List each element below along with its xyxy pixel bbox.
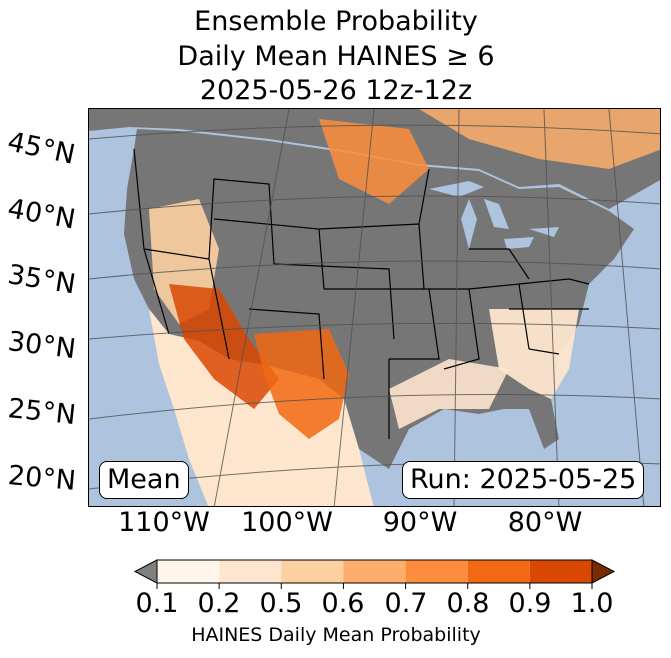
usa-land xyxy=(124,129,634,469)
cb-tick-1: 0.2 xyxy=(197,588,241,619)
colorbar-segment-2 xyxy=(281,560,344,583)
colorbar-label: HAINES Daily Mean Probability xyxy=(191,624,481,646)
great-lakes xyxy=(429,181,559,249)
stat-label-box: Mean xyxy=(99,461,189,499)
colorbar-segment-4 xyxy=(405,560,468,583)
colorbar-over-triangle xyxy=(591,559,616,584)
cb-tick-3: 0.6 xyxy=(321,588,365,619)
colorbar-under-triangle xyxy=(133,559,158,584)
canada-shading xyxy=(419,109,660,169)
gulf-coast-shading xyxy=(389,359,509,429)
colorbar-segment-3 xyxy=(343,560,406,583)
map-panel: Mean Run: 2025-05-25 xyxy=(88,108,661,507)
colorbar-outline xyxy=(156,559,593,584)
southwest-desert-shading xyxy=(169,284,279,409)
title-line-1: Ensemble Probability xyxy=(194,6,478,37)
cb-tick-2: 0.5 xyxy=(259,588,303,619)
lon-label-80w: 80°W xyxy=(507,507,583,538)
colorbar-segment-6 xyxy=(529,560,592,583)
cb-tick-6: 0.9 xyxy=(508,588,552,619)
cb-tick-0: 0.1 xyxy=(135,588,179,619)
lon-label-100w: 100°W xyxy=(241,507,333,538)
title-line-3: 2025-05-26 12z-12z xyxy=(199,75,473,106)
map-canvas xyxy=(89,109,660,506)
trans-pecos-shading xyxy=(254,329,349,439)
cb-tick-7: 1.0 xyxy=(570,588,614,619)
colorbar-segment-1 xyxy=(219,560,282,583)
northern-plains-shading xyxy=(319,119,429,204)
lon-label-90w: 90°W xyxy=(382,507,458,538)
colorbar-segment-0 xyxy=(157,560,220,583)
run-date-box: Run: 2025-05-25 xyxy=(402,461,645,499)
cb-tick-4: 0.7 xyxy=(384,588,428,619)
title-line-2: Daily Mean HAINES ≥ 6 xyxy=(177,41,495,72)
lon-label-110w: 110°W xyxy=(118,507,210,538)
colorbar-segment-5 xyxy=(467,560,530,583)
southeast-shading xyxy=(489,309,579,399)
cb-tick-5: 0.8 xyxy=(446,588,490,619)
state-borders xyxy=(133,148,590,439)
